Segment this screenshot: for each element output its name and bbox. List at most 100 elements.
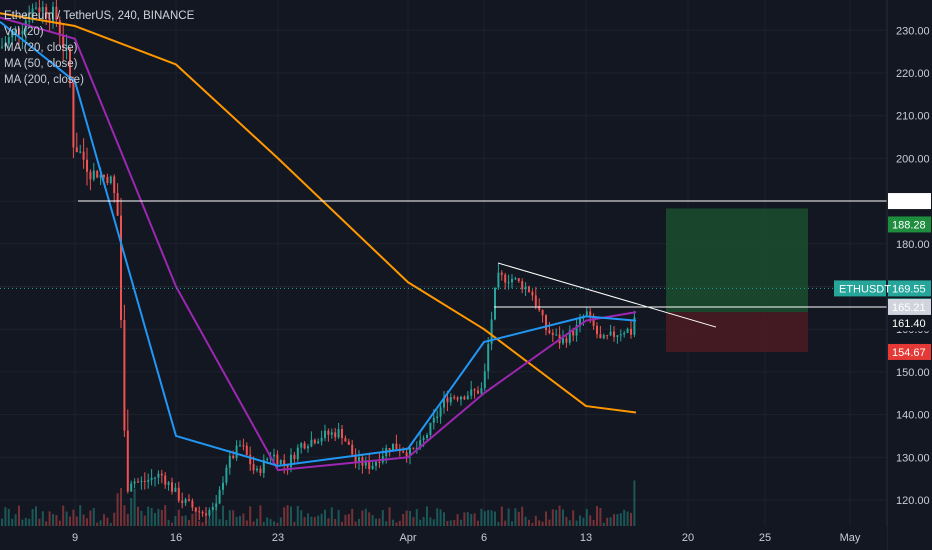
candle-body [99, 174, 102, 178]
candle-body [296, 447, 299, 460]
volume-bar [398, 520, 401, 526]
candle-body [62, 35, 65, 48]
price-tick-label: 200.00 [896, 153, 930, 165]
candle-body [334, 432, 337, 438]
candle-body [259, 468, 262, 474]
volume-bar [296, 505, 299, 526]
symbol-tag-bg [834, 280, 886, 297]
volume-bar [283, 507, 286, 526]
candle-body [276, 454, 279, 465]
volume-bar [490, 510, 493, 526]
candle-body [69, 47, 71, 83]
candle-body [109, 176, 112, 184]
volume-bar [303, 517, 306, 526]
candle-body [191, 500, 194, 508]
time-tick-label: 20 [682, 532, 694, 544]
volume-bar [487, 510, 490, 526]
volume-bar [562, 509, 564, 526]
candle-body [463, 396, 466, 400]
candle-body [572, 330, 575, 336]
volume-bar [477, 520, 479, 526]
candle-body [507, 282, 510, 284]
volume-bar [4, 507, 7, 526]
volume-bar [334, 518, 337, 526]
legend-ma20[interactable]: MA (20, close) [4, 42, 78, 54]
candle-body [106, 176, 109, 184]
time-tick-label: 16 [170, 532, 182, 544]
volume-bar [96, 522, 99, 526]
volume-bar [463, 512, 466, 526]
candle-body [415, 448, 418, 450]
volume-bar [116, 493, 119, 526]
volume-bar [106, 517, 109, 526]
candle-body [456, 397, 459, 400]
volume-bar [256, 518, 258, 526]
candle-body [256, 468, 258, 471]
candle-body [405, 452, 408, 457]
candle-body [494, 287, 496, 320]
volume-bar [130, 497, 133, 526]
volume-bar [358, 518, 360, 526]
candle-body [211, 506, 214, 511]
candle-body [130, 483, 133, 492]
chart-legend: Ethereum / TetherUS, 240, BINANCE Vol (2… [4, 8, 194, 88]
candle-body [286, 465, 289, 468]
legend-ma50[interactable]: MA (50, close) [4, 58, 78, 70]
volume-bar [480, 508, 483, 526]
volume-bar [123, 505, 126, 526]
volume-bar [259, 505, 262, 526]
volume-bar [344, 514, 347, 526]
candle-body [218, 489, 221, 504]
drawing-lines[interactable] [0, 200, 887, 328]
candle-body [242, 445, 245, 447]
volume-bar [48, 511, 51, 526]
candle-body [436, 416, 439, 418]
candle-body [538, 306, 541, 311]
candle-body [317, 441, 320, 444]
candle-body [164, 475, 167, 485]
legend-volume[interactable]: Vol (20) [4, 26, 44, 38]
volume-bar [133, 488, 136, 526]
legend-symbol-title[interactable]: Ethereum / TetherUS, 240, BINANCE [4, 10, 195, 22]
volume-bar [75, 516, 78, 526]
resistance-price-tag-text: 190.01 [892, 196, 926, 208]
volume-bar [154, 513, 156, 526]
volume-bar [381, 509, 384, 526]
volume-bar [419, 519, 422, 526]
volume-bar [364, 508, 367, 526]
time-axis[interactable]: 9 16 23 Apr 6 13 20 25 May [0, 526, 887, 550]
candle-body [24, 20, 27, 32]
candle-body [198, 511, 201, 513]
candle-body [48, 18, 51, 23]
volume-bar [504, 520, 507, 526]
price-axis[interactable]: 120.00130.00140.00150.00160.00170.00180.… [886, 0, 932, 550]
volume-bar [405, 510, 408, 526]
volume-bar [354, 521, 357, 526]
risk-reward-zones[interactable] [666, 208, 808, 352]
price-tick-label: 120.00 [896, 495, 930, 507]
volume-bar [205, 522, 207, 526]
volume-bar [409, 511, 411, 526]
volume-bar [528, 519, 530, 526]
candle-body [395, 443, 398, 450]
candle-body [293, 454, 296, 460]
volume-bar [24, 517, 27, 526]
legend-ma200[interactable]: MA (200, close) [4, 74, 84, 86]
time-tick-label: 25 [759, 532, 771, 544]
candle-body [446, 397, 449, 403]
volume-bar [14, 514, 17, 526]
volume-bar [52, 514, 54, 526]
volume-bar [225, 520, 228, 526]
candle-body [562, 338, 564, 344]
entry-price-tag-text: 161.40 [892, 318, 926, 330]
volume-bar [160, 510, 163, 526]
stop-price-tag: 154.67 [888, 343, 931, 360]
candle-body [103, 174, 105, 177]
candle-body [201, 512, 204, 514]
volume-bar [55, 515, 58, 526]
candle-body [143, 480, 146, 482]
volume-bar [330, 507, 333, 526]
volume-bar [252, 521, 255, 526]
volume-bar [11, 518, 14, 526]
